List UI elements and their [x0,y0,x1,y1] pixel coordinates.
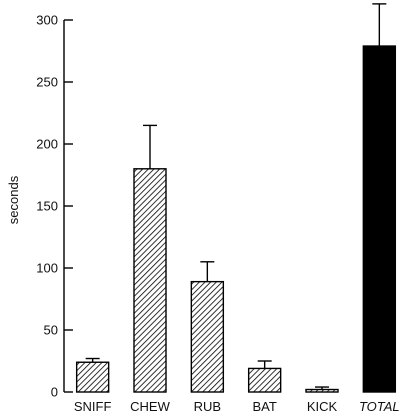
y-tick-label: 150 [36,199,58,214]
y-tick-label: 200 [36,137,58,152]
y-tick-label: 300 [36,13,58,28]
y-axis: 0 50 100 150 200 250 300 [36,13,73,400]
category-label-bat: BAT [253,399,277,414]
bar-chew [133,168,167,393]
y-tick-label: 250 [36,75,58,90]
y-tick-label: 50 [44,323,58,338]
bar-kick [305,388,339,393]
category-label-rub: RUB [194,399,221,414]
bar-total [362,45,397,393]
category-label-total: TOTAL [359,399,400,414]
bar-rub [190,280,225,393]
category-labels: SNIFF CHEW RUB BAT KICK TOTAL [74,399,400,414]
bar-bat [247,367,282,393]
category-label-kick: KICK [307,399,338,414]
category-label-sniff: SNIFF [74,399,112,414]
bar-sniff [75,361,110,393]
y-tick-label: 100 [36,261,58,276]
y-axis-title: seconds [6,175,21,224]
category-label-chew: CHEW [130,399,170,414]
y-tick-label: 0 [51,385,58,400]
bars [75,3,397,393]
